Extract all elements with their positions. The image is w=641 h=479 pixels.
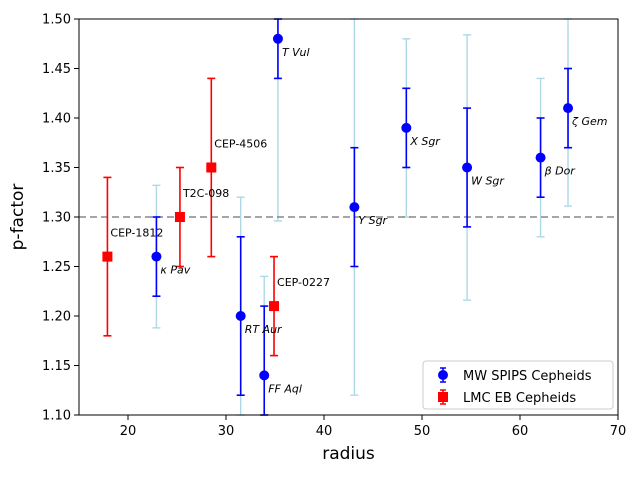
- point-label: T Vul: [282, 46, 310, 59]
- legend-label-mw: MW SPIPS Cepheids: [463, 369, 592, 384]
- mw-point: [462, 162, 473, 173]
- y-tick-label: 1.40: [42, 112, 71, 127]
- x-tick-label: 20: [120, 424, 137, 439]
- point-label: X Sgr: [409, 135, 441, 148]
- y-tick-label: 1.25: [42, 260, 71, 275]
- legend-entry-lmc: [438, 389, 448, 405]
- x-tick-label: 70: [610, 424, 627, 439]
- mw-point: [349, 202, 360, 213]
- legend-entry-mw: [438, 367, 448, 383]
- point-label: W Sgr: [471, 175, 505, 188]
- ticks-layer: 20 30 40 50 60 70 1.10 1.15 1.20 1.25 1.30 1.35 1.40…: [42, 13, 626, 440]
- point-label: β Dor: [544, 165, 577, 178]
- x-tick-label: 60: [512, 424, 529, 439]
- mw-point: [151, 251, 162, 262]
- point-label: CEP-4506: [214, 138, 267, 151]
- y-tick-label: 1.15: [42, 359, 71, 374]
- lmc-point: [102, 251, 113, 262]
- x-tick-label: 30: [218, 424, 235, 439]
- y-axis-label: p-factor: [8, 184, 28, 251]
- point-label: RT Aur: [245, 323, 283, 336]
- mw-point: [535, 152, 546, 163]
- legend-marker: [438, 370, 448, 380]
- x-axis-label: radius: [322, 444, 375, 464]
- mw-point: [272, 33, 283, 44]
- point-labels-layer: κ Pav RT Aur FF Aql T Vul Y Sgr X Sgr W Sgr β D…: [110, 46, 607, 396]
- x-tick-label: 50: [414, 424, 431, 439]
- markers-layer: [102, 33, 574, 381]
- lmc-point: [174, 212, 185, 222]
- point-label: FF Aql: [268, 382, 302, 395]
- point-label: CEP-0227: [277, 276, 330, 289]
- lmc-point: [206, 162, 217, 173]
- legend-marker: [438, 392, 448, 402]
- mw-point: [563, 103, 574, 114]
- mw-point: [401, 122, 412, 133]
- point-label: CEP-1812: [110, 227, 163, 240]
- y-tick-label: 1.50: [42, 13, 71, 28]
- point-label: κ Pav: [160, 264, 190, 277]
- y-tick-label: 1.20: [42, 310, 71, 325]
- x-tick-label: 40: [316, 424, 333, 439]
- y-tick-label: 1.10: [42, 409, 71, 424]
- point-label: Y Sgr: [358, 214, 388, 227]
- point-label: ζ Gem: [571, 115, 608, 128]
- y-tick-label: 1.30: [42, 211, 71, 226]
- legend-label-lmc: LMC EB Cepheids: [463, 391, 576, 406]
- legend-box: [422, 360, 614, 410]
- y-tick-label: 1.35: [42, 161, 71, 176]
- y-tick-label: 1.45: [42, 62, 71, 77]
- errorbar: [273, 18, 282, 80]
- mw-point: [259, 370, 270, 381]
- point-label: T2C-098: [182, 187, 229, 200]
- lmc-point: [269, 301, 280, 312]
- legend: MW SPIPS Cepheids LMC EB Cepheids: [422, 360, 614, 410]
- mw-point: [235, 311, 246, 321]
